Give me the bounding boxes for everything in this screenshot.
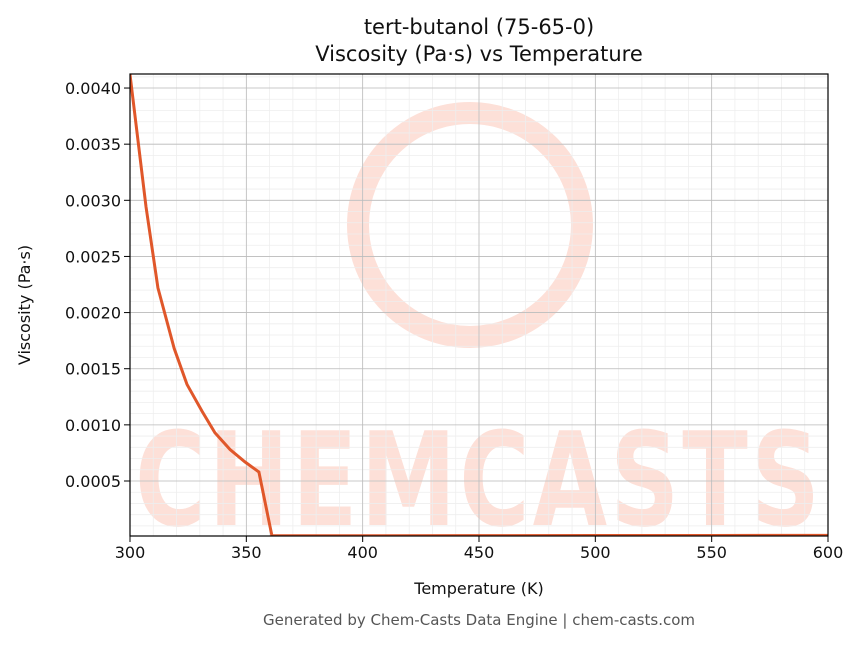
- watermark: CHEMCASTS: [135, 404, 823, 556]
- footer: Generated by Chem-Casts Data Engine | ch…: [263, 611, 695, 629]
- watermark-ring: [347, 102, 593, 348]
- y-tick-label: 0.0030: [65, 191, 121, 210]
- y-tick-label: 0.0040: [65, 79, 121, 98]
- x-axis-label: Temperature (K): [413, 579, 543, 598]
- x-tick-label: 600: [813, 543, 844, 562]
- y-tick-label: 0.0035: [65, 135, 121, 154]
- x-tick-label: 300: [115, 543, 146, 562]
- y-tick-label: 0.0005: [65, 472, 121, 491]
- chart-subtitle: Viscosity (Pa·s) vs Temperature: [315, 42, 643, 66]
- x-tick-label: 500: [580, 543, 611, 562]
- y-tick-label: 0.0025: [65, 247, 121, 266]
- x-tick-label: 450: [464, 543, 495, 562]
- x-tick-label: 550: [696, 543, 727, 562]
- chart-title: tert-butanol (75-65-0): [364, 15, 594, 39]
- x-tick-label: 350: [231, 543, 262, 562]
- x-tick-label: 400: [347, 543, 378, 562]
- plot-frame: [129, 73, 829, 537]
- y-tick-label: 0.0010: [65, 416, 121, 435]
- y-tick-label: 0.0020: [65, 304, 121, 323]
- y-axis-label: Viscosity (Pa·s): [15, 245, 34, 365]
- y-tick-label: 0.0015: [65, 360, 121, 379]
